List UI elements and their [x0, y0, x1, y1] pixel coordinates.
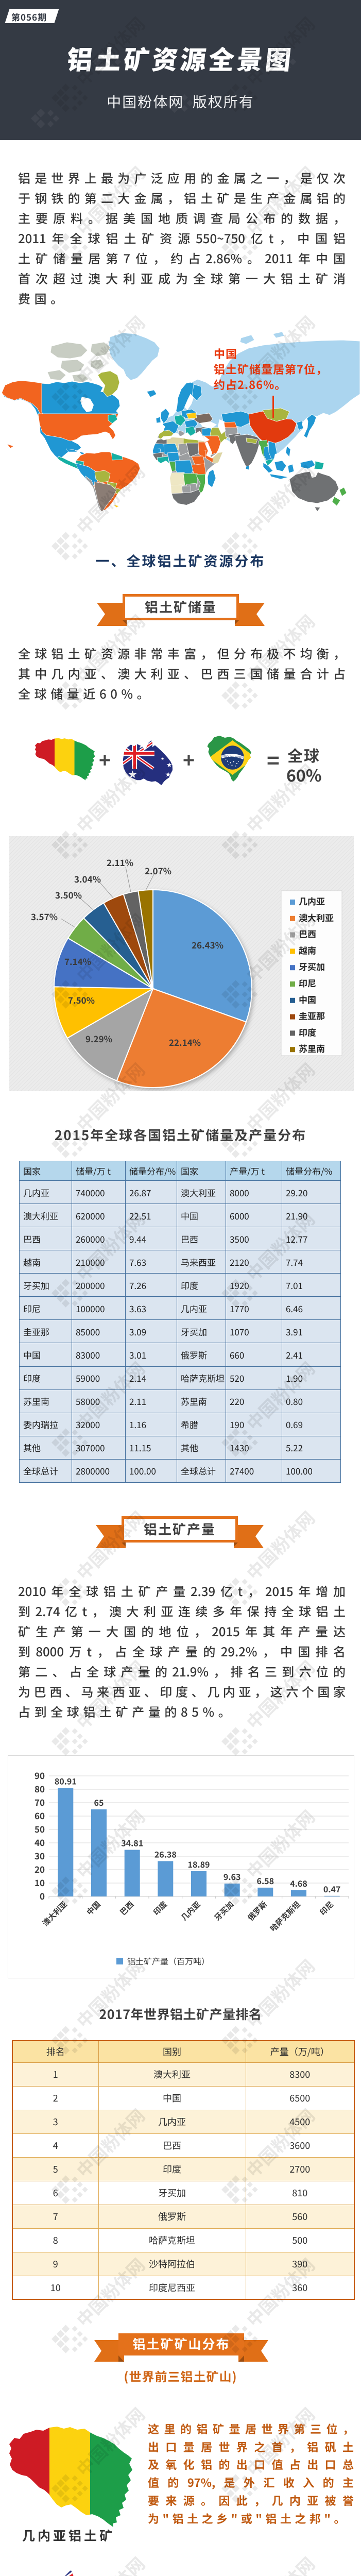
svg-text:苏里南: 苏里南 [299, 1042, 325, 1055]
svg-text:印度: 印度 [151, 1899, 169, 1918]
svg-text:3.04%: 3.04% [74, 872, 101, 885]
svg-text:80: 80 [35, 1782, 45, 1795]
svg-text:几内亚: 几内亚 [299, 894, 325, 907]
svg-text:铝土矿产量: 铝土矿产量 [144, 1519, 216, 1538]
svg-text:2.11%: 2.11% [107, 856, 133, 869]
svg-text:铝土矿产量（百万吨）: 铝土矿产量（百万吨） [127, 1955, 210, 1967]
svg-text:9.63: 9.63 [224, 1870, 241, 1883]
svg-text:30: 30 [35, 1849, 45, 1862]
svg-text:20: 20 [35, 1862, 45, 1875]
svg-text:70: 70 [35, 1795, 45, 1808]
svg-text:印尼: 印尼 [317, 1899, 336, 1918]
svg-text:巴西: 巴西 [299, 927, 316, 940]
svg-text:40: 40 [35, 1836, 45, 1849]
svg-text:0.47: 0.47 [323, 1883, 341, 1895]
svg-text:巴西: 巴西 [117, 1899, 136, 1918]
svg-text:越南: 越南 [299, 943, 316, 956]
svg-text:2.07%: 2.07% [145, 864, 171, 877]
svg-text:澳大利亚: 澳大利亚 [299, 911, 334, 924]
svg-text:18.89: 18.89 [188, 1858, 210, 1870]
svg-text:3.50%: 3.50% [55, 888, 82, 901]
svg-text:3.57%: 3.57% [31, 910, 58, 923]
svg-text:中国: 中国 [84, 1899, 102, 1918]
svg-text:0: 0 [40, 1889, 45, 1902]
svg-text:牙买加: 牙买加 [299, 960, 325, 973]
svg-text:10: 10 [35, 1876, 45, 1889]
svg-text:哈萨克斯坦: 哈萨克斯坦 [268, 1899, 303, 1934]
svg-text:俄罗斯: 俄罗斯 [245, 1899, 269, 1923]
svg-text:26.43%: 26.43% [192, 938, 224, 951]
svg-text:澳大利亚: 澳大利亚 [40, 1899, 70, 1928]
svg-text:印度: 印度 [299, 1025, 316, 1038]
svg-text:60: 60 [35, 1809, 45, 1822]
svg-text:9.29%: 9.29% [85, 1032, 112, 1045]
svg-text:牙买加: 牙买加 [212, 1899, 236, 1923]
svg-text:铝土矿矿山分布: 铝土矿矿山分布 [132, 2334, 230, 2353]
svg-text:圭亚那: 圭亚那 [299, 1009, 325, 1022]
svg-text:6.58: 6.58 [257, 1874, 274, 1887]
svg-text:34.81: 34.81 [121, 1837, 143, 1849]
svg-text:22.14%: 22.14% [169, 1036, 201, 1048]
svg-text:几内亚: 几内亚 [179, 1899, 203, 1923]
svg-text:50: 50 [35, 1822, 45, 1835]
svg-text:26.38: 26.38 [154, 1848, 177, 1860]
svg-text:90: 90 [35, 1769, 45, 1782]
svg-text:中国: 中国 [299, 993, 316, 1006]
svg-text:7.50%: 7.50% [68, 993, 95, 1006]
svg-text:铝土矿储量: 铝土矿储量 [145, 597, 217, 616]
svg-text:7.14%: 7.14% [64, 955, 91, 968]
svg-text:4.68: 4.68 [290, 1877, 307, 1889]
svg-text:80.91: 80.91 [55, 1775, 77, 1787]
svg-text:印尼: 印尼 [299, 976, 316, 989]
svg-text:65: 65 [94, 1796, 104, 1808]
